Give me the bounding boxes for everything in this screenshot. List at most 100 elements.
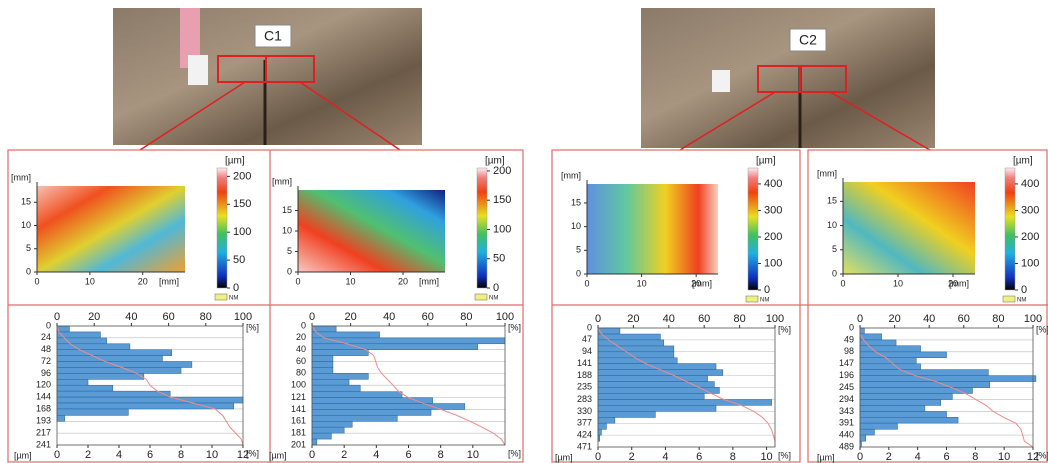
y-tick-label: 100 (291, 380, 306, 390)
bar (57, 385, 113, 391)
nm-swatch (746, 296, 758, 302)
bar (57, 379, 88, 385)
bar (57, 367, 181, 373)
bar (57, 415, 65, 421)
colorbar (477, 168, 487, 288)
x2-tick-label: 0 (595, 313, 601, 325)
colorbar-label: 400 (764, 178, 782, 190)
x-tick-label: 0 (309, 449, 315, 461)
photo-c1: C1 (113, 8, 422, 150)
bar (860, 328, 864, 334)
x2-tick-label: 20 (88, 311, 100, 323)
y-tick-label: 0 (849, 322, 854, 332)
x-unit: [mm] (949, 278, 969, 288)
colorbar-label: 0 (493, 282, 499, 294)
x2-tick-label: 20 (888, 313, 900, 325)
height-map (843, 182, 975, 274)
x-tick-label: 2 (629, 451, 635, 463)
figure: C1 C2 01020051015[mm][mm]050100150200[µm… (0, 0, 1048, 463)
bar (57, 356, 162, 362)
x-tick-label: 20 (138, 276, 148, 286)
y-tick-label: 330 (577, 406, 592, 416)
x-tick-label: 4 (373, 449, 379, 461)
x2-tick-label: 60 (422, 311, 434, 323)
bar (860, 388, 972, 394)
y-tick-label: 0 (287, 266, 292, 276)
x2-unit: [%] (508, 322, 521, 332)
x-unit: [mm] (692, 278, 712, 288)
y-tick-label: 141 (291, 404, 306, 414)
x-unit: [mm] (419, 276, 439, 286)
bar (860, 405, 925, 411)
y-tick-label: 0 (46, 320, 51, 330)
y-unit: [µm] (555, 452, 573, 462)
colorbar-label: 100 (233, 226, 251, 238)
y-tick-label: 343 (839, 406, 854, 416)
nm-swatch (215, 294, 227, 300)
x-tick-label: 0 (840, 278, 845, 288)
x2-tick-label: 40 (383, 311, 395, 323)
nm-swatch (1003, 296, 1015, 302)
y-tick-label: 40 (296, 344, 306, 354)
x2-tick-label: 40 (923, 313, 935, 325)
x-unit: [mm] (159, 276, 179, 286)
bar (860, 370, 988, 376)
bar (598, 429, 601, 435)
bar (57, 391, 170, 397)
bar (860, 358, 916, 364)
y-tick-label: 60 (296, 356, 306, 366)
y-tick-label: 471 (577, 441, 592, 451)
colorbar-label: 200 (764, 231, 782, 243)
photo-c2: C2 (641, 8, 935, 150)
y-tick-label: 147 (839, 358, 854, 368)
x-tick-label: 0 (584, 278, 589, 288)
colorbar-label: 300 (1021, 204, 1039, 216)
y-tick-label: 80 (296, 368, 306, 378)
y-tick-label: 0 (576, 268, 581, 278)
x-tick-label: 8 (438, 449, 444, 461)
colorbar (748, 168, 758, 290)
bar (57, 338, 107, 344)
bar (598, 375, 708, 381)
height-map (298, 190, 445, 272)
y-tick-label: 188 (577, 370, 592, 380)
x2-tick-label: 80 (992, 313, 1004, 325)
colorbar-unit: [µm] (485, 156, 505, 167)
bar (312, 344, 478, 350)
bar (860, 382, 990, 388)
bar (312, 373, 368, 379)
x-tick-label: 6 (696, 451, 702, 463)
x-tick-label: 6 (405, 449, 411, 461)
bar (860, 423, 897, 429)
y-tick-label: 5 (26, 243, 31, 253)
colorbar-label: 100 (1021, 257, 1039, 269)
x-tick-label: 10 (760, 451, 772, 463)
colorbar-unit: [µm] (1013, 156, 1033, 167)
y-tick-label: 377 (577, 418, 592, 428)
y-tick-label: 94 (582, 346, 592, 356)
y-tick-label: 245 (839, 382, 854, 392)
y-tick-label: 15 (21, 197, 31, 207)
y-tick-label: 489 (839, 441, 854, 451)
x-tick-label: 0 (295, 276, 300, 286)
bar (312, 398, 433, 404)
photo-label: C1 (264, 28, 282, 44)
y-tick-label: 193 (36, 416, 51, 426)
bar (598, 423, 606, 429)
bar (312, 415, 397, 421)
x2-tick-label: 60 (958, 313, 970, 325)
y-tick-label: 48 (41, 344, 51, 354)
y-unit: [µm] (269, 450, 287, 460)
photo-label: C2 (799, 32, 817, 48)
y-tick-label: 294 (839, 394, 854, 404)
y-tick-label: 15 (282, 205, 292, 215)
colorbar-label: 400 (1021, 178, 1039, 190)
y-tick-label: 161 (291, 416, 306, 426)
y-tick-label: 47 (582, 334, 592, 344)
colorbar-label: 150 (233, 198, 251, 210)
bar (312, 439, 317, 445)
colorbar-label: 0 (1021, 284, 1027, 296)
colorbar-label: 200 (233, 170, 251, 182)
bar (57, 409, 128, 415)
y-tick-label: 241 (36, 439, 51, 449)
